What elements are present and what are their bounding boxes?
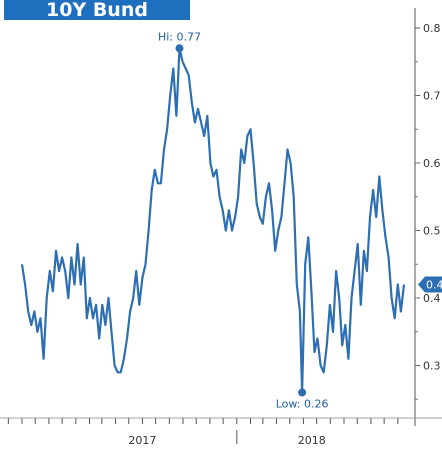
y-tick-label: 0.7 <box>423 90 441 103</box>
last-value-label: 0.4 <box>426 279 442 292</box>
x-tick-label: 2018 <box>298 434 326 447</box>
low-label: Low: 0.26 <box>276 398 329 411</box>
y-tick-label: 0.4 <box>423 292 441 305</box>
series-layer <box>20 47 406 394</box>
y-tick-label: 0.5 <box>423 225 441 238</box>
x-axis: 2017 2018 <box>0 417 442 447</box>
high-marker <box>175 44 184 53</box>
last-value-badge <box>418 276 442 293</box>
x-tick-label: 2017 <box>128 434 156 447</box>
low-marker <box>298 388 307 397</box>
y-tick-label: 0.3 <box>423 360 441 373</box>
y-tick-label: 0.6 <box>423 157 441 170</box>
annotation-layer: Hi: 0.77 Low: 0.26 0.4 <box>158 30 442 411</box>
chart-title: 10Y Bund <box>4 0 190 20</box>
y-axis: 0.8 0.7 0.6 0.5 0.4 0.3 <box>414 8 441 426</box>
high-label: Hi: 0.77 <box>158 30 201 43</box>
series-line <box>20 47 406 394</box>
y-tick-label: 0.8 <box>423 22 441 35</box>
